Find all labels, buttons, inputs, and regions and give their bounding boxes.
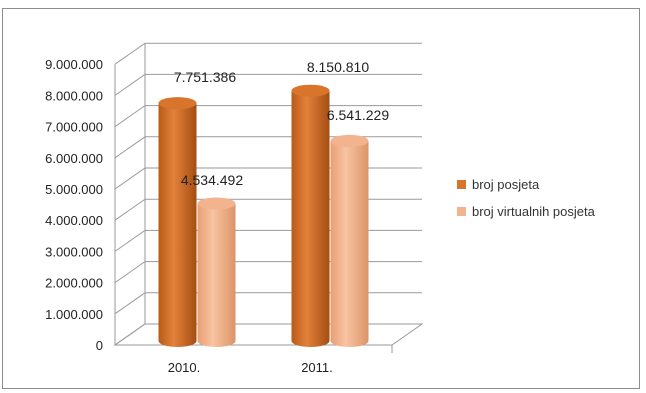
y-tick-label: 6.000.000 xyxy=(45,151,103,166)
bar-top xyxy=(198,198,236,210)
bar-broj-virtualnih-posjeta xyxy=(198,198,236,347)
gridline xyxy=(115,74,422,95)
y-tick-label: 9.000.000 xyxy=(45,57,103,72)
bars xyxy=(159,85,369,347)
bar-broj-posjeta xyxy=(292,85,330,347)
data-label: 6.541.229 xyxy=(327,107,389,123)
bar-body xyxy=(292,91,330,347)
y-tick-label: 0 xyxy=(96,338,103,353)
data-label: 4.534.492 xyxy=(181,172,243,188)
x-category-label: 2010. xyxy=(168,360,201,375)
y-tick-label: 3.000.000 xyxy=(45,244,103,259)
data-label: 7.751.386 xyxy=(174,69,236,85)
y-tick-label: 1.000.000 xyxy=(45,307,103,322)
legend-label: broj virtualnih posjeta xyxy=(472,204,596,219)
x-axis-categories: 2010. 2011. xyxy=(168,360,333,375)
y-tick-label: 2.000.000 xyxy=(45,276,103,291)
legend-swatch xyxy=(457,207,466,216)
bar-body xyxy=(198,204,236,347)
y-axis-ticks: 0 1.000.000 2.000.000 3.000.000 4.000.000 5.0… xyxy=(45,57,103,353)
bar-broj-virtualnih-posjeta xyxy=(331,135,369,347)
legend: broj posjeta broj virtualnih posjeta xyxy=(457,177,596,219)
legend-label: broj posjeta xyxy=(472,177,540,192)
y-tick-label: 7.000.000 xyxy=(45,120,103,135)
bar-top xyxy=(331,135,369,147)
x-category-label: 2011. xyxy=(301,360,333,375)
legend-swatch xyxy=(457,180,466,189)
bar-body xyxy=(159,103,197,347)
y-tick-label: 4.000.000 xyxy=(45,213,103,228)
bar-top xyxy=(292,85,330,97)
bar-top xyxy=(159,97,197,109)
gridline xyxy=(115,43,422,64)
bar-broj-posjeta xyxy=(159,97,197,347)
y-tick-label: 5.000.000 xyxy=(45,182,103,197)
y-tick-label: 8.000.000 xyxy=(45,88,103,103)
data-label: 8.150.810 xyxy=(307,59,369,75)
bar-body xyxy=(331,141,369,347)
